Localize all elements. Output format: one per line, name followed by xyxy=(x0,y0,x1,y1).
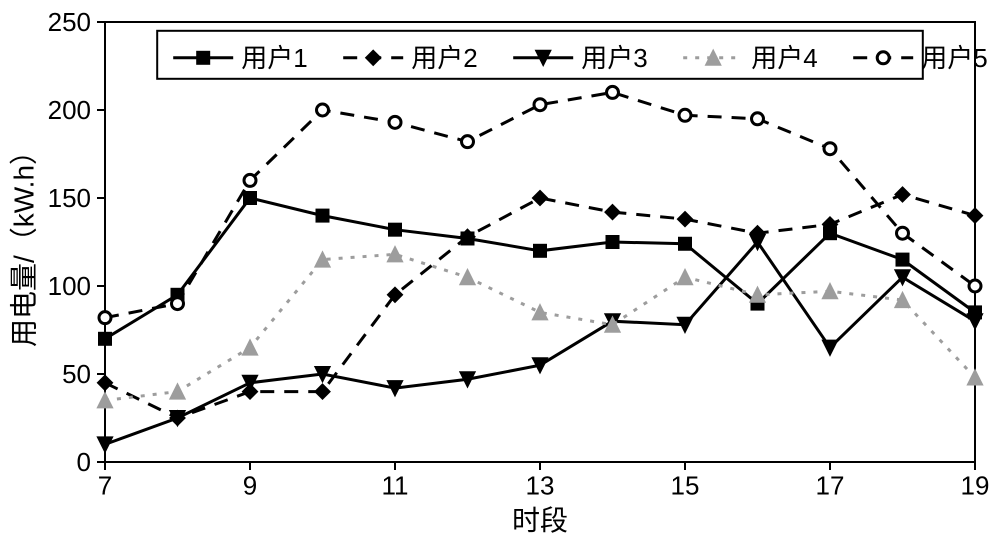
svg-text:用户5: 用户5 xyxy=(921,43,987,73)
svg-text:17: 17 xyxy=(816,471,845,501)
svg-text:13: 13 xyxy=(526,471,555,501)
svg-text:用户4: 用户4 xyxy=(751,43,817,73)
svg-text:用户3: 用户3 xyxy=(581,43,647,73)
svg-text:0: 0 xyxy=(77,447,91,477)
svg-text:150: 150 xyxy=(48,183,91,213)
svg-text:200: 200 xyxy=(48,95,91,125)
svg-text:用户1: 用户1 xyxy=(241,43,307,73)
svg-text:50: 50 xyxy=(62,359,91,389)
svg-text:250: 250 xyxy=(48,7,91,37)
svg-text:100: 100 xyxy=(48,271,91,301)
y-axis-label: 用电量/（kW.h） xyxy=(8,137,39,347)
svg-text:15: 15 xyxy=(671,471,700,501)
svg-text:19: 19 xyxy=(961,471,990,501)
svg-text:11: 11 xyxy=(382,471,409,501)
svg-text:9: 9 xyxy=(243,471,257,501)
svg-text:用户2: 用户2 xyxy=(411,43,477,73)
x-axis-label: 时段 xyxy=(512,505,568,536)
legend: 用户1 用户2 用户3 用户4 用户5 xyxy=(157,31,987,79)
line-chart: 7 9 11 13 15 17 19 0 50 100 150 200 250 时段 用电量/（kW.h） 用… xyxy=(0,0,1000,540)
chart-container: 7 9 11 13 15 17 19 0 50 100 150 200 250 时段 用电量/（kW.h） 用… xyxy=(0,0,1000,540)
svg-text:7: 7 xyxy=(98,471,112,501)
